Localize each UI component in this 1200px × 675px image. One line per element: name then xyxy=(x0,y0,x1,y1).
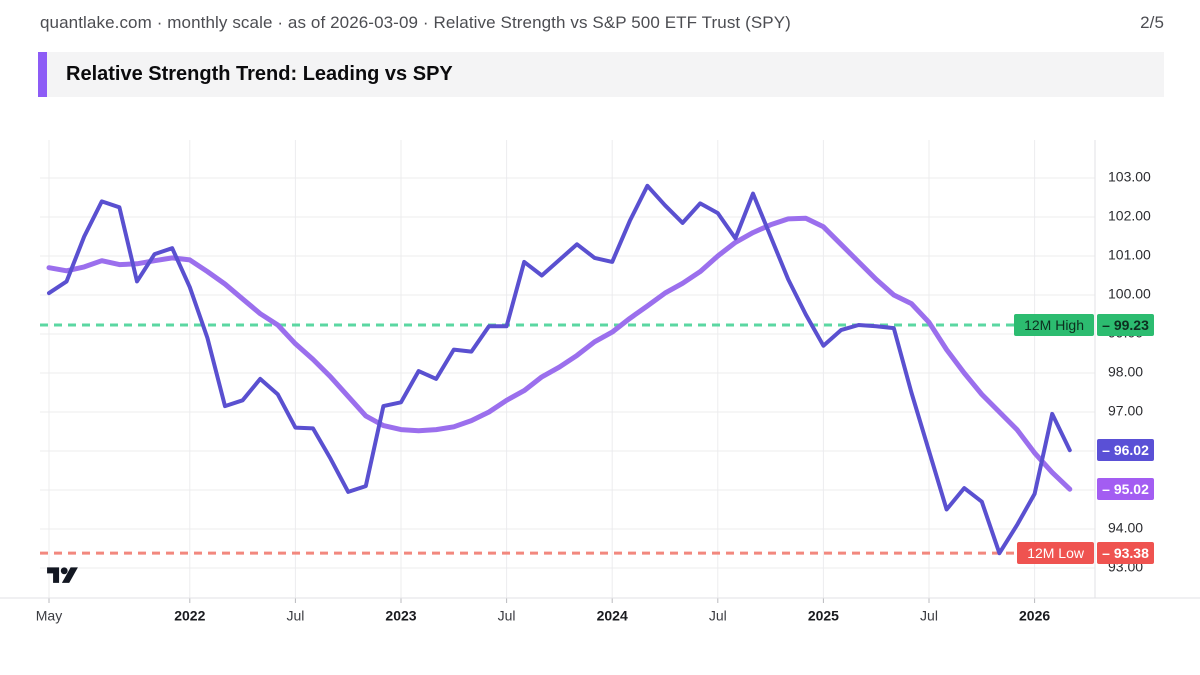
twelve-month-low-value-badge: – 93.38 xyxy=(1097,542,1154,564)
y-axis-label: 103.00 xyxy=(1108,169,1151,185)
x-axis-label: 2026 xyxy=(1019,608,1050,624)
title-strip: Relative Strength Trend: Leading vs SPY xyxy=(38,52,1164,97)
rs-trend-smoothed-last-value-badge: – 95.02 xyxy=(1097,478,1154,500)
header-meta: quantlake.com · monthly scale · as of 20… xyxy=(40,13,791,32)
y-axis-label: 101.00 xyxy=(1108,247,1151,263)
twelve-month-high-value-badge: – 99.23 xyxy=(1097,314,1154,336)
y-axis-label: 94.00 xyxy=(1108,520,1143,536)
tradingview-logo-icon xyxy=(46,564,79,588)
y-axis-label: 97.00 xyxy=(1108,403,1143,419)
twelve-month-low-label-badge: 12M Low xyxy=(1017,542,1094,564)
x-axis-label: Jul xyxy=(920,608,938,624)
page-title: Relative Strength Trend: Leading vs SPY xyxy=(66,63,453,85)
x-axis-label: 2022 xyxy=(174,608,205,624)
x-axis-label: May xyxy=(36,608,62,624)
x-axis-label: Jul xyxy=(709,608,727,624)
title-accent-bar xyxy=(38,52,47,97)
rs-leading-vs-spy-series-line[interactable] xyxy=(47,183,1072,556)
page-indicator: 2/5 xyxy=(1140,13,1164,32)
x-axis-label: 2023 xyxy=(385,608,416,624)
x-axis-label: 2024 xyxy=(597,608,628,624)
y-axis-label: 102.00 xyxy=(1108,208,1151,224)
x-axis-label: Jul xyxy=(286,608,304,624)
x-axis-label: Jul xyxy=(498,608,516,624)
twelve-month-high-label-badge: 12M High xyxy=(1014,314,1094,336)
rs-leading-vs-spy-last-value-badge: – 96.02 xyxy=(1097,439,1154,461)
header: quantlake.com · monthly scale · as of 20… xyxy=(40,13,1164,33)
x-axis-label: 2025 xyxy=(808,608,839,624)
y-axis-label: 98.00 xyxy=(1108,364,1143,380)
rs-trend-smoothed-series-line[interactable] xyxy=(46,215,1073,492)
y-axis-label: 100.00 xyxy=(1108,286,1151,302)
